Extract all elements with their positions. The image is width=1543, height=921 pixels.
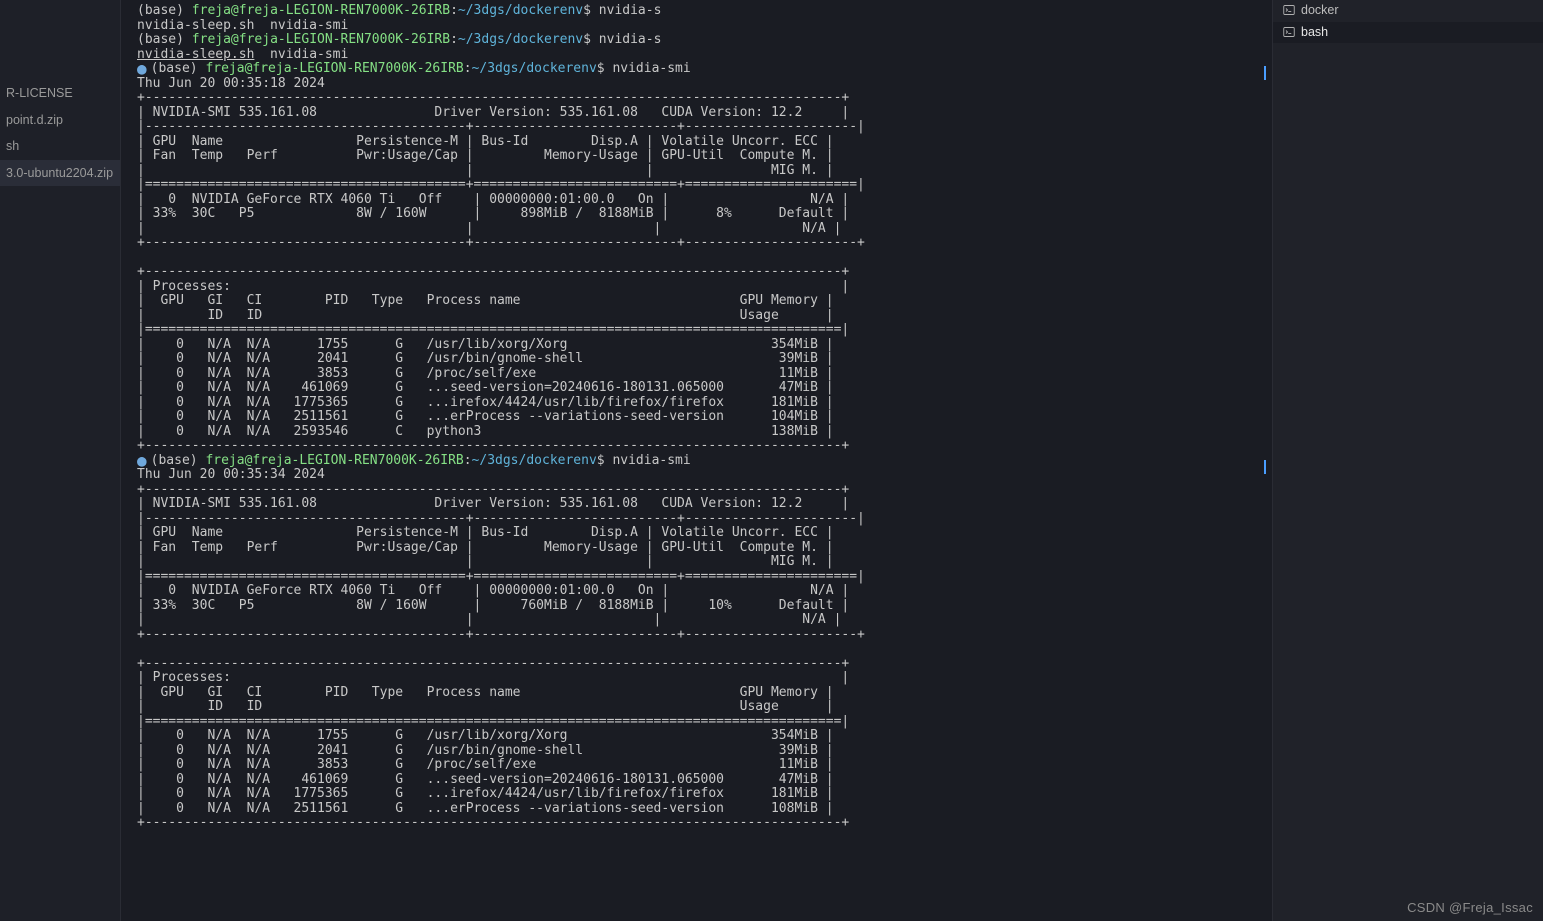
terminal-cursor-indicator bbox=[1264, 66, 1266, 80]
file-item[interactable]: point.d.zip bbox=[0, 107, 120, 134]
prompt-userhost: freja@freja-LEGION-REN7000K-26IRB bbox=[192, 3, 450, 18]
prompt-path: ~/3dgs/dockerenv bbox=[472, 61, 597, 76]
command-text: nvidia-smi bbox=[612, 453, 690, 468]
file-label: sh bbox=[6, 139, 19, 153]
tab-label: docker bbox=[1301, 3, 1339, 18]
terminal-tabs-panel: docker bash bbox=[1272, 0, 1543, 921]
file-item[interactable]: R-LICENSE bbox=[0, 80, 120, 107]
prompt-path: ~/3dgs/dockerenv bbox=[458, 3, 583, 18]
terminal-icon bbox=[1283, 4, 1295, 16]
prompt-path: ~/3dgs/dockerenv bbox=[458, 32, 583, 47]
tab-completion: nvidia-sleep.sh nvidia-smi bbox=[137, 47, 348, 62]
dirty-dot-icon: ● bbox=[137, 59, 147, 78]
file-label: R-LICENSE bbox=[6, 86, 73, 100]
file-explorer[interactable]: R-LICENSE point.d.zip sh 3.0-ubuntu2204.zip bbox=[0, 0, 121, 921]
terminal-output[interactable]: (base) freja@freja-LEGION-REN7000K-26IRB… bbox=[121, 0, 1272, 921]
tab-completion-item: nvidia-sleep.sh bbox=[137, 47, 254, 62]
command-text: nvidia-s bbox=[599, 3, 662, 18]
prompt-env: (base) bbox=[151, 453, 198, 468]
terminal-tab[interactable]: bash bbox=[1273, 22, 1543, 44]
terminal-tab[interactable]: docker bbox=[1273, 0, 1543, 22]
command-text: nvidia-s bbox=[599, 32, 662, 47]
command-text: nvidia-smi bbox=[612, 61, 690, 76]
prompt-userhost: freja@freja-LEGION-REN7000K-26IRB bbox=[192, 32, 450, 47]
prompt-userhost: freja@freja-LEGION-REN7000K-26IRB bbox=[205, 61, 463, 76]
file-item[interactable]: 3.0-ubuntu2204.zip bbox=[0, 160, 120, 187]
terminal-cursor-indicator bbox=[1264, 460, 1266, 474]
terminal-pane: (base) freja@freja-LEGION-REN7000K-26IRB… bbox=[121, 0, 1272, 921]
tab-label: bash bbox=[1301, 25, 1328, 40]
app-root: R-LICENSE point.d.zip sh 3.0-ubuntu2204.zip… bbox=[0, 0, 1543, 921]
prompt-path: ~/3dgs/dockerenv bbox=[472, 453, 597, 468]
tab-completion: nvidia-sleep.sh nvidia-smi bbox=[137, 18, 348, 33]
terminal-icon bbox=[1283, 26, 1295, 38]
prompt-env: (base) bbox=[151, 61, 198, 76]
prompt-userhost: freja@freja-LEGION-REN7000K-26IRB bbox=[205, 453, 463, 468]
prompt-env: (base) bbox=[137, 32, 184, 47]
prompt-env: (base) bbox=[137, 3, 184, 18]
file-label: point.d.zip bbox=[6, 113, 63, 127]
file-item[interactable]: sh bbox=[0, 133, 120, 160]
dirty-dot-icon: ● bbox=[137, 451, 147, 470]
file-label: 3.0-ubuntu2204.zip bbox=[6, 166, 113, 180]
